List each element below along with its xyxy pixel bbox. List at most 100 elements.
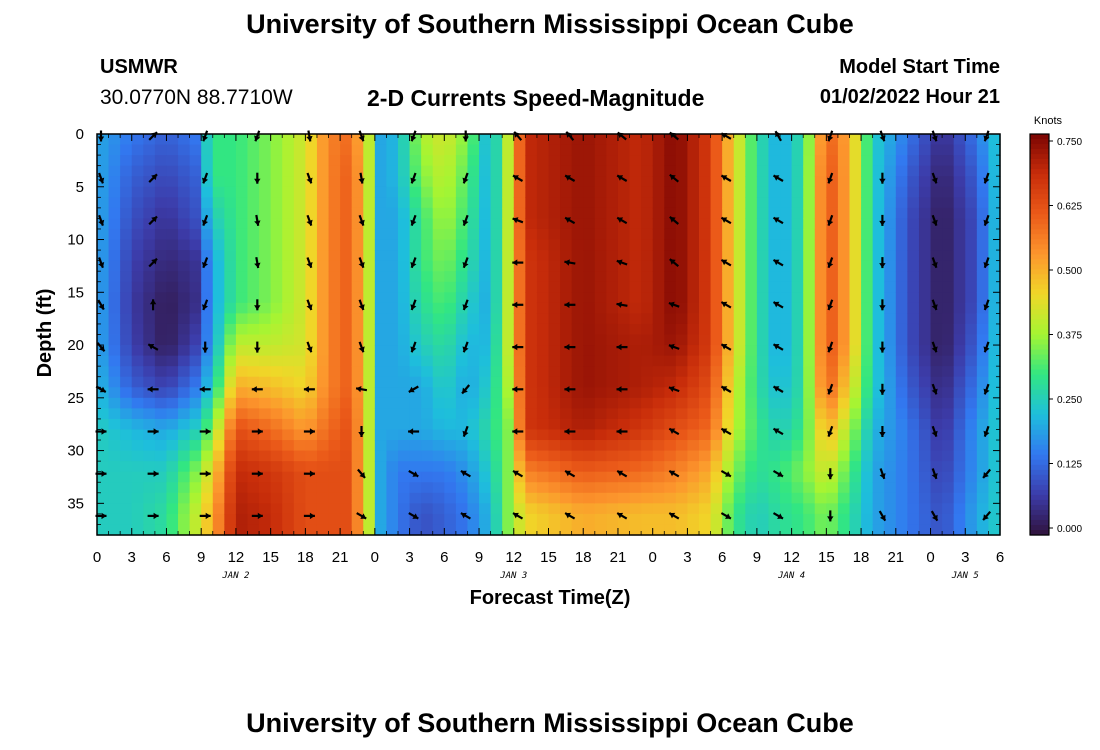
vector-arrow-head (827, 474, 834, 480)
heat-cell (224, 313, 237, 325)
heat-cell (374, 323, 388, 336)
heat-cell (525, 524, 538, 536)
heat-cell (398, 271, 411, 283)
heat-cell (224, 186, 237, 198)
heat-cell (444, 250, 457, 262)
colorbar-segment (1030, 519, 1049, 526)
heat-cell (398, 323, 411, 336)
heat-cell (988, 155, 1001, 167)
heat-cell (131, 471, 144, 483)
heat-cell (270, 292, 283, 304)
heat-cell (803, 482, 816, 494)
heat-cell (502, 440, 515, 452)
heat-cell (224, 440, 237, 452)
heat-cell (444, 144, 457, 156)
heat-cell (791, 134, 804, 146)
colorbar-segment (1030, 219, 1049, 225)
vector-arrow (772, 216, 784, 225)
heat-cell (594, 144, 607, 156)
heat-cell (479, 355, 492, 367)
heat-cell (976, 440, 990, 452)
heat-cell (791, 218, 804, 230)
vector-arrow (668, 343, 680, 350)
heat-cell (548, 513, 561, 526)
heat-cell (398, 197, 411, 209)
heat-cell (548, 292, 561, 304)
colorbar-segment (1030, 489, 1049, 496)
heat-cell (606, 397, 619, 409)
heat-cell (652, 503, 665, 515)
heat-cell (942, 471, 955, 483)
heat-cell (606, 228, 619, 241)
heat-cell (467, 461, 480, 473)
vector-arrow (358, 172, 365, 184)
heat-cell (235, 345, 249, 357)
heat-cell (791, 165, 804, 177)
vector-arrow (202, 214, 209, 226)
heat-cell (976, 429, 990, 441)
heat-cell (780, 302, 793, 314)
heat-cell (664, 144, 677, 156)
heat-cell (548, 387, 561, 399)
heat-cell (143, 429, 156, 441)
heat-cell (235, 250, 249, 262)
heat-cell (479, 461, 492, 473)
heat-cell (212, 207, 225, 220)
heat-cell (351, 165, 364, 177)
heat-cell (374, 461, 388, 473)
heat-cell (490, 176, 503, 188)
heat-cell (814, 250, 827, 262)
heat-cell (722, 134, 735, 146)
heat-cell (97, 165, 110, 177)
heat-cell (837, 492, 851, 504)
heat-cell (988, 313, 1001, 325)
heat-cell (814, 366, 827, 378)
heat-cell (282, 387, 295, 399)
heat-cell (328, 292, 341, 304)
heat-cell (699, 524, 712, 536)
heat-cell (571, 440, 584, 452)
heat-cell (617, 429, 631, 441)
vector-arrow (410, 214, 417, 226)
heat-cell (768, 450, 781, 462)
heat-cell (872, 165, 885, 177)
heat-cell (930, 207, 943, 220)
heat-cell (259, 387, 272, 399)
heat-cell (629, 250, 642, 262)
heat-cell (409, 355, 422, 367)
vector-arrow-head (98, 345, 105, 352)
heat-cell (930, 440, 943, 452)
heat-cell (502, 207, 515, 220)
heat-cell (328, 155, 341, 167)
heat-cell (617, 260, 631, 272)
heat-cell (768, 197, 781, 209)
heat-cell (224, 218, 237, 230)
heat-cell (108, 302, 121, 314)
heat-cell (699, 345, 712, 357)
heat-cell (467, 176, 480, 188)
heat-cell (710, 155, 723, 167)
heat-cell (675, 418, 689, 431)
heat-cell (849, 281, 862, 293)
heat-cell (444, 197, 457, 209)
heat-cell (722, 355, 735, 367)
heat-cell (617, 471, 631, 483)
heat-cell (965, 492, 978, 504)
heat-cell (930, 503, 943, 515)
heat-cell (386, 323, 399, 336)
heat-cell (235, 176, 249, 188)
heat-cell (293, 471, 306, 483)
heat-cell (722, 302, 735, 314)
heat-cell (467, 366, 480, 378)
heat-cell (918, 471, 932, 483)
heat-cell (571, 429, 584, 441)
vector-arrow-head (254, 262, 261, 268)
heat-cell (513, 228, 526, 241)
heat-cell (722, 281, 735, 293)
heat-cell (374, 271, 388, 283)
heat-cell (930, 418, 943, 431)
heat-cell (479, 503, 492, 515)
heat-cell (664, 355, 677, 367)
heat-cell (467, 323, 480, 336)
heat-cell (363, 503, 376, 515)
